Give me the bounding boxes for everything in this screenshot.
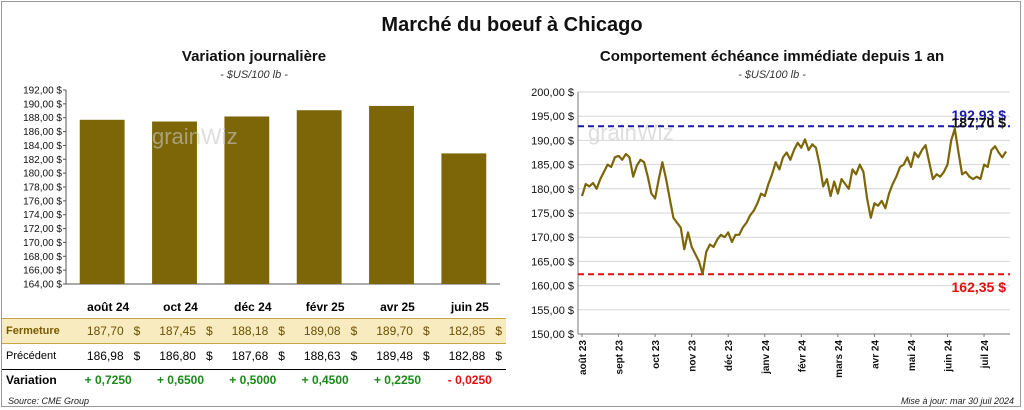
previous-value: 189,48 $ [376,349,430,363]
updated-note: Mise à jour: mar 30 juil 2024 [900,396,1014,406]
y-tick-label: 186,00 $ [23,127,62,138]
left-subtitle: Variation journalière [181,48,327,65]
x-tick-label: oct 23 [651,340,662,369]
x-tick-label: juin 24 [944,340,955,373]
line-chart: 150,00 $ 155,00 $ 160,00 $ 165,00 $ 170,00 $… [531,87,1010,378]
close-value: 189,70 $ [376,324,430,338]
y-tick-label: 165,00 $ [531,256,574,268]
previous-value: 188,63 $ [303,349,358,363]
bar [79,119,125,284]
y-tick-label: 188,00 $ [23,113,62,124]
contract-header: déc 24 [234,300,272,314]
x-tick-label: déc 23 [724,340,735,372]
table-row-variation: Variation + 0,7250 + 0,6500 + 0,5000 + 0… [2,368,506,392]
table-separator [2,369,506,370]
y-tick-label: 155,00 $ [531,305,574,317]
y-tick-label: 190,00 $ [531,135,574,147]
x-tick-label: sept 23 [615,340,626,375]
y-tick-label: 176,00 $ [23,196,62,207]
previous-value: 186,98 $ [86,349,141,363]
contract-header: août 24 [87,300,130,314]
contract-header: févr 25 [305,300,345,314]
x-tick-label: févr 24 [797,340,808,373]
variation-value: + 0,2250 [373,373,421,387]
variation-value: - 0,0250 [447,373,492,387]
y-tick-label: 182,00 $ [23,155,62,166]
y-tick-label: 184,00 $ [23,141,62,152]
y-tick-label: 174,00 $ [23,210,62,221]
x-tick-label: nov 23 [688,340,699,372]
last-value-label: 187,70 $ [952,115,1007,131]
watermark: grainWiz [588,120,674,145]
y-tick-label: 172,00 $ [23,224,62,235]
watermark: grainWiz [152,124,238,149]
contract-header: avr 25 [380,300,415,314]
y-tick-label: 200,00 $ [531,87,574,99]
close-value: 182,85 $ [448,324,502,338]
x-tick-label: août 23 [578,340,589,375]
close-value: 189,08 $ [303,324,358,338]
y-tick-label: 150,00 $ [531,329,574,341]
left-unit: - $US/100 lb - [220,69,288,81]
bar [224,116,270,284]
previous-value: 182,88 $ [448,349,502,363]
right-subtitle: Comportement échéance immédiate depuis 1… [599,48,945,65]
y-tick-label: 180,00 $ [23,169,62,180]
price-table: août 24 oct 24 déc 24 févr 25 avr 25 jui… [2,296,506,392]
y-tick-label: 195,00 $ [531,111,574,123]
previous-value: 187,68 $ [231,349,285,363]
close-value: 187,70 $ [86,324,141,338]
y-tick-label: 164,00 $ [23,280,62,291]
variation-value: + 0,6500 [156,373,205,387]
x-tick-label: mars 24 [834,340,845,378]
row-label-variation: Variation [6,373,57,387]
low-label: 162,35 $ [952,279,1007,295]
variation-value: + 0,4500 [301,373,349,387]
x-tick-label: janv 24 [761,340,772,375]
contract-header: oct 24 [163,300,198,314]
source-note: Source: CME Group [8,396,90,406]
y-tick-label: 185,00 $ [531,160,574,172]
right-unit: - $US/100 lb - [738,69,806,81]
contract-header: juin 25 [450,300,489,314]
y-tick-label: 170,00 $ [23,238,62,249]
bar-plot-area [66,90,500,284]
y-tick-label: 175,00 $ [531,208,574,220]
row-label-close: Fermeture [6,325,60,337]
x-tick-label: avr 24 [870,340,881,369]
bar [369,105,414,284]
main-title: Marché du boeuf à Chicago [381,14,643,36]
price-line [580,127,1007,276]
high-label: 192,93 $ [952,107,1007,123]
close-value: 187,45 $ [159,324,213,338]
y-tick-label: 180,00 $ [531,184,574,196]
table-row-previous: Précédent 186,98 $ 186,80 $ 187,68 $ 188… [2,344,506,369]
variation-value: + 0,5000 [229,373,277,387]
y-tick-label: 166,00 $ [23,266,62,277]
y-tick-label: 170,00 $ [531,232,574,244]
bar-chart: 164,00 $ 166,00 $ 168,00 $ 170,00 $ 172,00 $… [23,86,500,291]
bar [441,153,487,284]
x-tick-label: juil 24 [980,340,991,370]
y-tick-label: 178,00 $ [23,183,62,194]
bar [296,110,342,284]
bar [152,121,197,285]
y-tick-label: 190,00 $ [23,99,62,110]
row-label-previous: Précédent [6,350,57,362]
y-tick-label: 168,00 $ [23,252,62,263]
table-header-row: août 24 oct 24 déc 24 févr 25 avr 25 jui… [2,296,506,319]
variation-value: + 0,7250 [84,373,132,387]
y-tick-label: 192,00 $ [23,86,62,97]
x-tick-label: mai 24 [907,340,918,372]
table-row-close: Fermeture 187,70 $ 187,45 $ 188,18 $ 189… [2,318,506,344]
close-value: 188,18 $ [231,324,285,338]
previous-value: 186,80 $ [159,349,213,363]
y-tick-label: 160,00 $ [531,281,574,293]
